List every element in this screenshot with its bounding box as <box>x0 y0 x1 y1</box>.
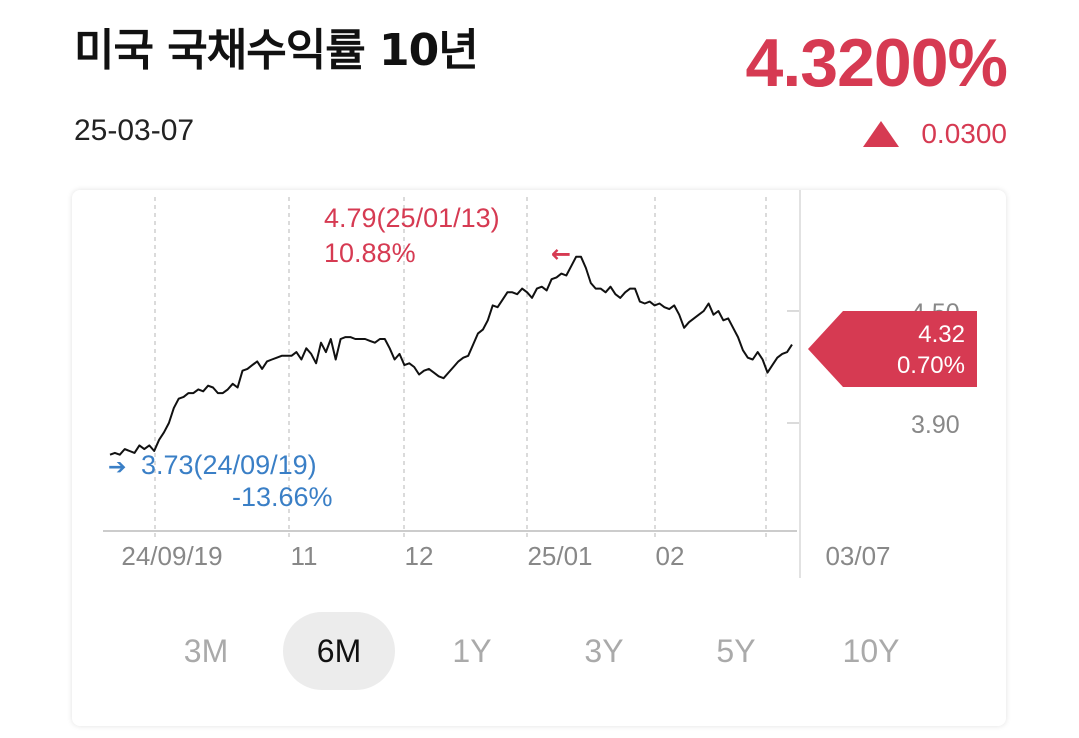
x-tick-labels: 24/09/19 11 12 25/01 02 03/07 <box>121 541 890 571</box>
current-tag-value: 4.32 <box>918 321 965 348</box>
price-change: 0.0300 <box>863 118 1007 150</box>
period-button-1y[interactable]: 1Y <box>452 633 492 669</box>
x-tick-label: 11 <box>291 541 318 571</box>
period-button-5y[interactable]: 5Y <box>716 633 756 669</box>
up-triangle-icon <box>863 121 900 147</box>
period-button-3m[interactable]: 3M <box>183 633 229 669</box>
high-arrow-icon: ← <box>551 240 571 268</box>
chart-card <box>72 190 1006 726</box>
current-price: 4.3200% <box>745 25 1008 101</box>
current-tag-percent: 0.70% <box>897 352 965 379</box>
period-button-10y[interactable]: 10Y <box>842 633 900 669</box>
current-value-tag <box>808 311 977 387</box>
x-tick-label: 24/09/19 <box>121 541 222 571</box>
high-annotation-percent: 10.88% <box>324 238 416 268</box>
page-title: 미국 국채수익률 10년 <box>74 25 479 76</box>
yield-series-line <box>109 255 793 456</box>
low-arrow-icon: ➔ <box>108 455 126 480</box>
quote-date: 25-03-07 <box>74 114 195 147</box>
price-change-value: 0.0300 <box>921 118 1007 149</box>
low-annotation-percent: -13.66% <box>232 482 333 512</box>
x-tick-label: 12 <box>405 541 434 571</box>
period-button-6m[interactable]: 6M <box>283 612 395 690</box>
period-selector: 3M 6M 1Y 3Y 5Y 10Y <box>72 612 1006 690</box>
low-annotation-value: 3.73(24/09/19) <box>141 450 317 480</box>
period-button-3y[interactable]: 3Y <box>584 633 624 669</box>
series-lines <box>109 255 793 456</box>
x-tick-label: 03/07 <box>825 541 890 571</box>
y-tick-label: 3.90 <box>911 411 960 439</box>
x-tick-label: 25/01 <box>527 541 592 571</box>
high-annotation-value: 4.79(25/01/13) <box>324 203 500 233</box>
x-tick-label: 02 <box>656 541 685 571</box>
